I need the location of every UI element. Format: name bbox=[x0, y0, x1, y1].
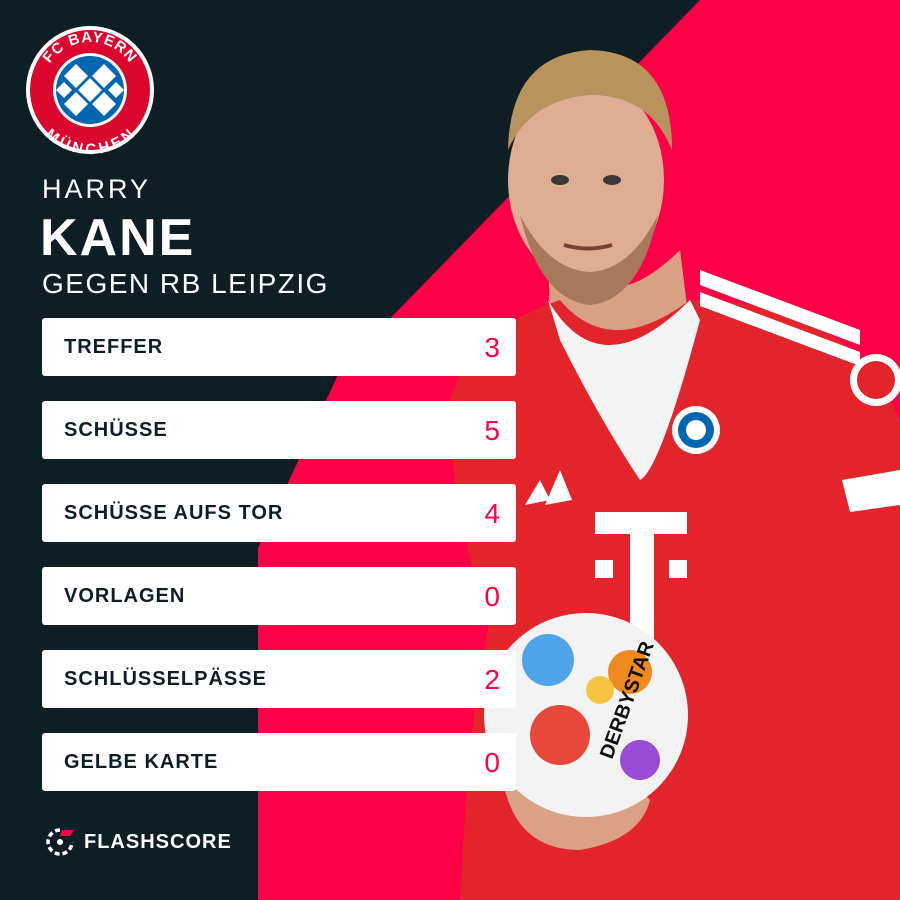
stat-label: TREFFER bbox=[64, 336, 164, 358]
stat-row-vorlagen: VORLAGEN 0 bbox=[42, 567, 516, 625]
stat-value: 3 bbox=[484, 332, 500, 363]
stat-value: 4 bbox=[484, 498, 500, 529]
player-image: DERBYSTAR bbox=[450, 50, 900, 900]
stat-row-schuesse: SCHÜSSE 5 bbox=[42, 401, 516, 459]
stat-value: 0 bbox=[484, 747, 500, 778]
stat-label: GELBE KARTE bbox=[64, 751, 219, 773]
stat-label: SCHÜSSE bbox=[64, 419, 168, 441]
stat-label: SCHLÜSSELPÄSSE bbox=[64, 668, 267, 690]
player-first-name: HARRY bbox=[42, 174, 152, 204]
stat-row-treffer: TREFFER 3 bbox=[42, 318, 516, 376]
stat-row-schuesse-aufs-tor: SCHÜSSE AUFS TOR 4 bbox=[42, 484, 516, 542]
stat-value: 5 bbox=[484, 415, 500, 446]
player-last-name: KANE bbox=[40, 209, 196, 267]
bavarian-diamonds bbox=[56, 56, 124, 124]
opponent-line: GEGEN RB LEIPZIG bbox=[42, 268, 329, 299]
stats-list: TREFFER 3 SCHÜSSE 5 SCHÜSSE AUFS TOR 4 V… bbox=[42, 318, 516, 816]
flashscore-logo-icon bbox=[46, 828, 74, 856]
fc-bayern-crest: FC BAYERN MÜNCHEN bbox=[26, 26, 154, 156]
brand-name: FLASHSCORE bbox=[84, 830, 232, 853]
stat-row-schluesselpaesse: SCHLÜSSELPÄSSE 2 bbox=[42, 650, 516, 708]
stat-label: VORLAGEN bbox=[64, 585, 186, 607]
stat-value: 2 bbox=[484, 664, 500, 695]
stat-label: SCHÜSSE AUFS TOR bbox=[64, 502, 284, 524]
flashscore-brand: FLASHSCORE bbox=[44, 826, 232, 858]
stat-value: 0 bbox=[484, 581, 500, 612]
stat-row-gelbe-karte: GELBE KARTE 0 bbox=[42, 733, 516, 791]
